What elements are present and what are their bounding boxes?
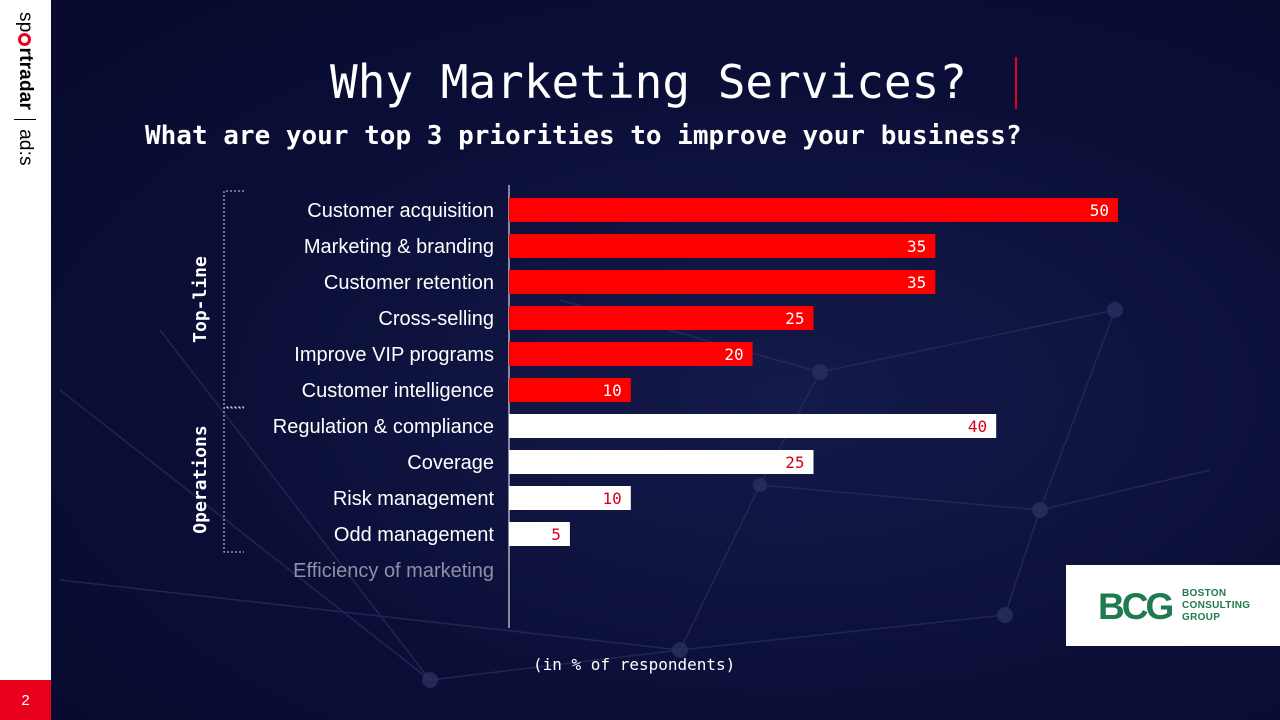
- bar: [509, 414, 997, 438]
- bcg-logo-line-1: BOSTON: [1182, 588, 1227, 599]
- group-label: Operations: [190, 425, 211, 533]
- sidebar: sp rtradar ad:s 2: [0, 0, 51, 720]
- category-label: Risk management: [333, 488, 495, 510]
- slide-subtitle: What are your top 3 priorities to improv…: [145, 121, 1022, 151]
- slide-title: Why Marketing Services?: [330, 55, 967, 109]
- bar: [509, 342, 753, 366]
- group-bracket: [223, 190, 244, 409]
- category-label: Customer acquisition: [307, 200, 494, 222]
- category-label: Customer intelligence: [302, 380, 494, 402]
- bar: [509, 270, 936, 294]
- data-label: 25: [785, 453, 804, 472]
- bar: [509, 198, 1118, 222]
- bar: [509, 234, 936, 258]
- bar: [509, 306, 814, 330]
- data-label: 35: [907, 273, 926, 292]
- bar: [509, 522, 570, 546]
- data-label: 25: [785, 309, 804, 328]
- category-label: Customer retention: [324, 272, 494, 294]
- data-label: 10: [603, 489, 622, 508]
- bar: [509, 450, 814, 474]
- bcg-logo-line-2: CONSULTING: [1182, 600, 1251, 611]
- category-label: Cross-selling: [378, 308, 494, 330]
- bcg-logo-text: BOSTON CONSULTING GROUP: [1182, 588, 1250, 624]
- group-label: Top-line: [190, 256, 211, 343]
- data-label: 40: [968, 417, 987, 436]
- bar: [509, 486, 631, 510]
- category-label: Odd management: [334, 524, 495, 546]
- bar: [509, 378, 631, 402]
- data-label: 35: [907, 237, 926, 256]
- data-label: 50: [1090, 201, 1109, 220]
- data-label: 10: [603, 381, 622, 400]
- bcg-logo-line-3: GROUP: [1182, 612, 1221, 623]
- title-cursor-accent: [1015, 57, 1017, 109]
- category-label: Coverage: [407, 452, 494, 474]
- group-bracket: [223, 406, 244, 553]
- data-label: 5: [551, 525, 561, 544]
- category-label: Marketing & branding: [304, 236, 494, 258]
- bcg-logo-mark: BCG: [1098, 586, 1174, 627]
- page-number: 2: [0, 680, 51, 720]
- category-label: Improve VIP programs: [294, 344, 494, 366]
- bcg-logo: BCG BOSTON CONSULTING GROUP: [1066, 565, 1280, 646]
- category-label: Regulation & compliance: [273, 416, 494, 438]
- unit-note: (in % of respondents): [533, 655, 736, 674]
- data-label: 20: [724, 345, 743, 364]
- category-label: Efficiency of marketing: [293, 560, 494, 582]
